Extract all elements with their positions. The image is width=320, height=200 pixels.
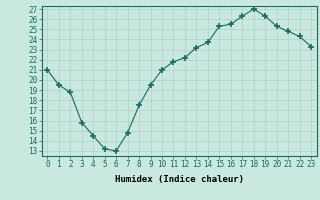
X-axis label: Humidex (Indice chaleur): Humidex (Indice chaleur) <box>115 175 244 184</box>
